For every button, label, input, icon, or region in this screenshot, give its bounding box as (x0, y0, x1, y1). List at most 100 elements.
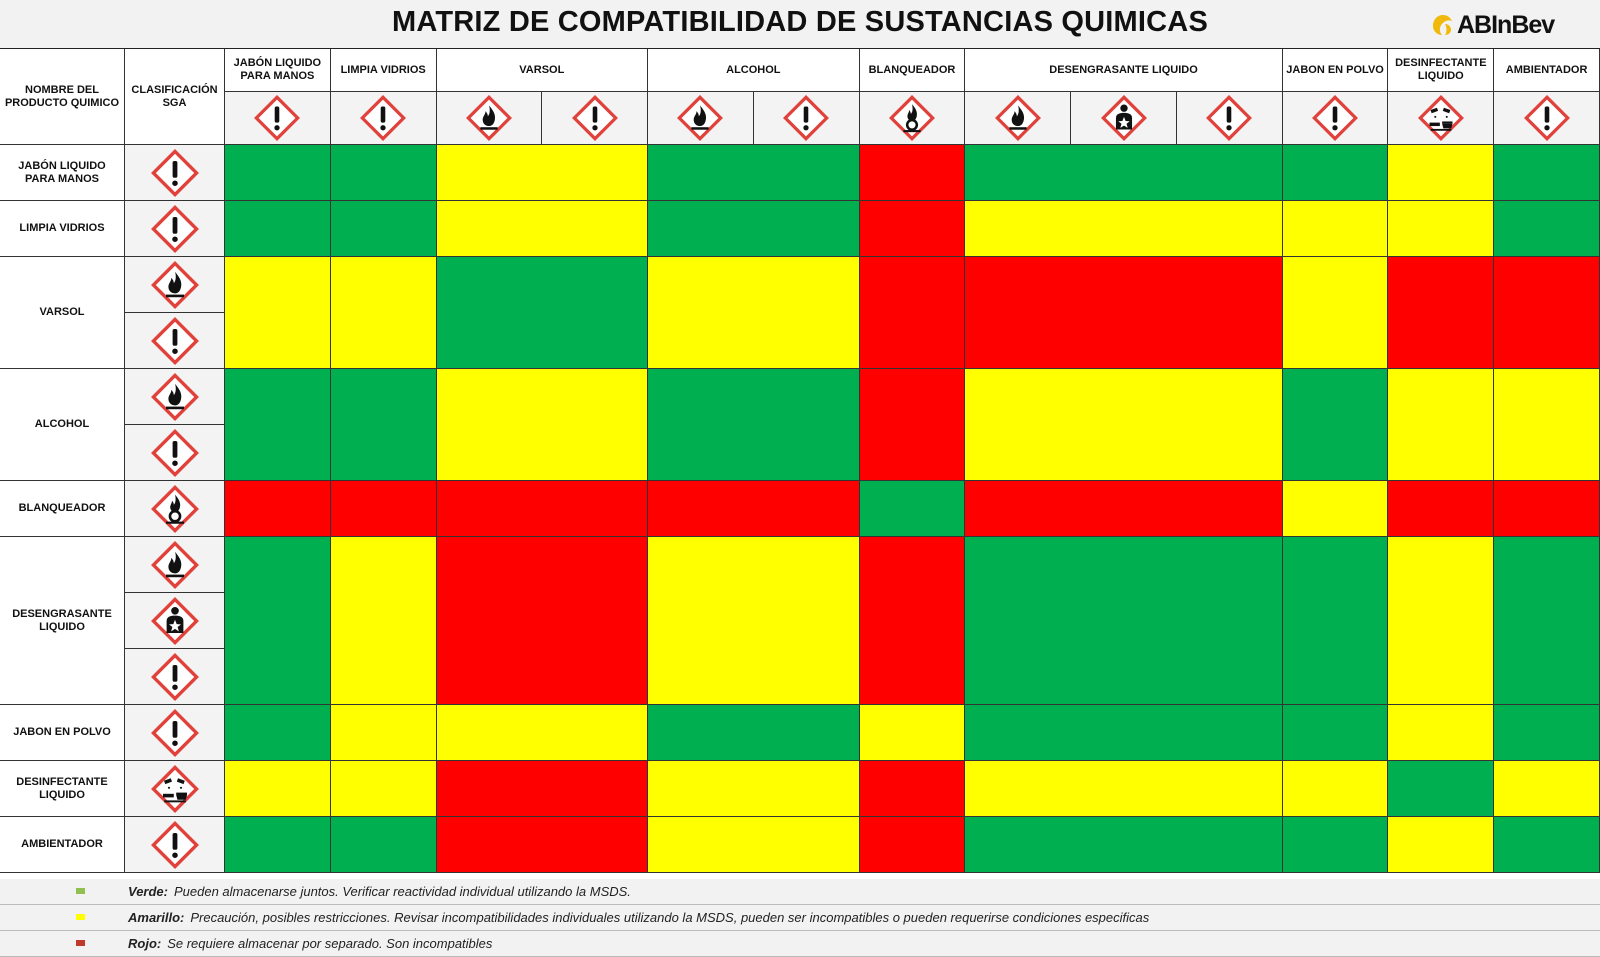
exclamation-pictogram-icon (254, 95, 301, 141)
compatibility-cell-yellow (330, 537, 437, 705)
exclamation-pictogram-icon (150, 204, 199, 253)
column-header: JABÓN LIQUIDO PARA MANOS (225, 49, 331, 92)
compatibility-cell-yellow (1388, 145, 1495, 201)
legend-swatch (76, 888, 85, 894)
page-title: MATRIZ DE COMPATIBILIDAD DE SUSTANCIAS Q… (391, 6, 1208, 38)
compatibility-cell-red (436, 761, 649, 817)
corner-product-name: NOMBRE DEL PRODUCTO QUIMICO (0, 49, 125, 145)
logo-mark-icon (1433, 15, 1452, 35)
compatibility-cell-yellow (1282, 761, 1389, 817)
row-pictogram-cell (125, 649, 225, 705)
compatibility-cell-red (648, 481, 860, 537)
compatibility-cell-yellow (436, 369, 649, 481)
compatibility-cell-green (1388, 761, 1495, 817)
compatibility-cell-red (965, 257, 1283, 369)
flame-over-circle-pictogram-icon (150, 484, 199, 533)
compatibility-cell-yellow (330, 257, 437, 369)
exclamation-pictogram-icon (150, 316, 199, 365)
column-pictogram-cell (1494, 92, 1600, 145)
row-header: AMBIENTADOR (0, 817, 125, 873)
compatibility-cell-yellow (1494, 369, 1600, 481)
column-header: AMBIENTADOR (1494, 49, 1600, 92)
compatibility-matrix: NOMBRE DEL PRODUCTO QUIMICO CLASIFICACIÓN… (0, 49, 1600, 879)
flame-over-circle-pictogram-icon (889, 95, 935, 141)
compatibility-cell-yellow (1282, 481, 1389, 537)
compatibility-cell-green (225, 817, 331, 873)
exclamation-pictogram-icon (360, 95, 407, 141)
legend-description: Pueden almacenarse juntos. Verificar rea… (173, 884, 631, 899)
exclamation-pictogram-icon (1312, 95, 1359, 141)
exclamation-pictogram-icon (150, 708, 199, 757)
compatibility-cell-green (1494, 201, 1600, 257)
column-header: LIMPIA VIDRIOS (330, 49, 437, 92)
compatibility-cell-green (648, 705, 860, 761)
column-header: JABON EN POLVO (1282, 49, 1389, 92)
compatibility-cell-yellow (1282, 201, 1389, 257)
row-header: DESINFECTANTE LIQUIDO (0, 761, 125, 817)
compatibility-cell-green (436, 257, 649, 369)
row-pictogram-cell (125, 481, 225, 537)
column-pictogram-cell (753, 92, 860, 145)
compatibility-cell-yellow (648, 257, 860, 369)
row-pictogram-cell (125, 593, 225, 649)
corner-sga-classification: CLASIFICACIÓN SGA (125, 49, 225, 145)
compatibility-cell-green (1282, 369, 1389, 481)
legend-swatch (76, 914, 85, 920)
row-pictogram-cell (125, 201, 225, 257)
legend-row: Verde: Pueden almacenarse juntos. Verific… (0, 879, 1600, 905)
flame-pictogram-icon (150, 372, 199, 421)
compatibility-cell-red (436, 537, 649, 705)
column-pictogram-cell (965, 92, 1072, 145)
exclamation-pictogram-icon (150, 428, 199, 477)
compatibility-cell-red (859, 369, 966, 481)
legend-description: Se requiere almacenar por separado. Son … (167, 936, 493, 951)
column-pictogram-cell (436, 92, 543, 145)
legend-description: Precaución, posibles restricciones. Revi… (190, 910, 1150, 925)
compatibility-cell-yellow (330, 705, 437, 761)
compatibility-cell-red (1388, 257, 1495, 369)
exclamation-pictogram-icon (571, 95, 618, 141)
compatibility-cell-green (330, 145, 437, 201)
row-header: LIMPIA VIDRIOS (0, 201, 125, 257)
compatibility-cell-green (648, 201, 860, 257)
row-pictogram-cell (125, 369, 225, 425)
compatibility-cell-yellow (1494, 761, 1600, 817)
row-pictogram-cell (125, 537, 225, 593)
compatibility-cell-green (1282, 817, 1389, 873)
row-pictogram-cell (125, 145, 225, 201)
row-header: JABON EN POLVO (0, 705, 125, 761)
exclamation-pictogram-icon (150, 148, 199, 197)
legend-key: Amarillo: (128, 910, 185, 925)
row-header: VARSOL (0, 257, 125, 369)
compatibility-cell-green (1494, 145, 1600, 201)
compatibility-cell-red (859, 257, 966, 369)
compatibility-cell-yellow (965, 761, 1283, 817)
compatibility-cell-green (1494, 817, 1600, 873)
compatibility-cell-red (1494, 257, 1600, 369)
legend-text: Rojo: Se requiere almacenar por separado.… (128, 936, 492, 951)
compatibility-cell-yellow (1388, 817, 1495, 873)
compatibility-cell-yellow (436, 145, 649, 201)
column-header: DESINFECTANTE LIQUIDO (1388, 49, 1495, 92)
compatibility-cell-red (1388, 481, 1495, 537)
compatibility-cell-green (965, 537, 1283, 705)
row-header: BLANQUEADOR (0, 481, 125, 537)
compatibility-cell-green (225, 537, 331, 705)
column-header: BLANQUEADOR (859, 49, 966, 92)
column-pictogram-cell (648, 92, 754, 145)
compatibility-cell-green (330, 369, 437, 481)
compatibility-cell-yellow (436, 201, 649, 257)
exclamation-pictogram-icon (150, 820, 199, 869)
exclamation-pictogram-icon (783, 95, 830, 141)
compatibility-cell-red (859, 817, 966, 873)
compatibility-cell-green (1282, 537, 1389, 705)
compatibility-cell-red (225, 481, 331, 537)
row-pictogram-cell (125, 817, 225, 873)
compatibility-cell-yellow (436, 705, 649, 761)
column-pictogram-cell (859, 92, 966, 145)
compatibility-cell-yellow (648, 761, 860, 817)
row-pictogram-cell (125, 425, 225, 481)
compatibility-cell-yellow (1388, 705, 1495, 761)
flame-pictogram-icon (465, 95, 512, 141)
row-pictogram-cell (125, 705, 225, 761)
